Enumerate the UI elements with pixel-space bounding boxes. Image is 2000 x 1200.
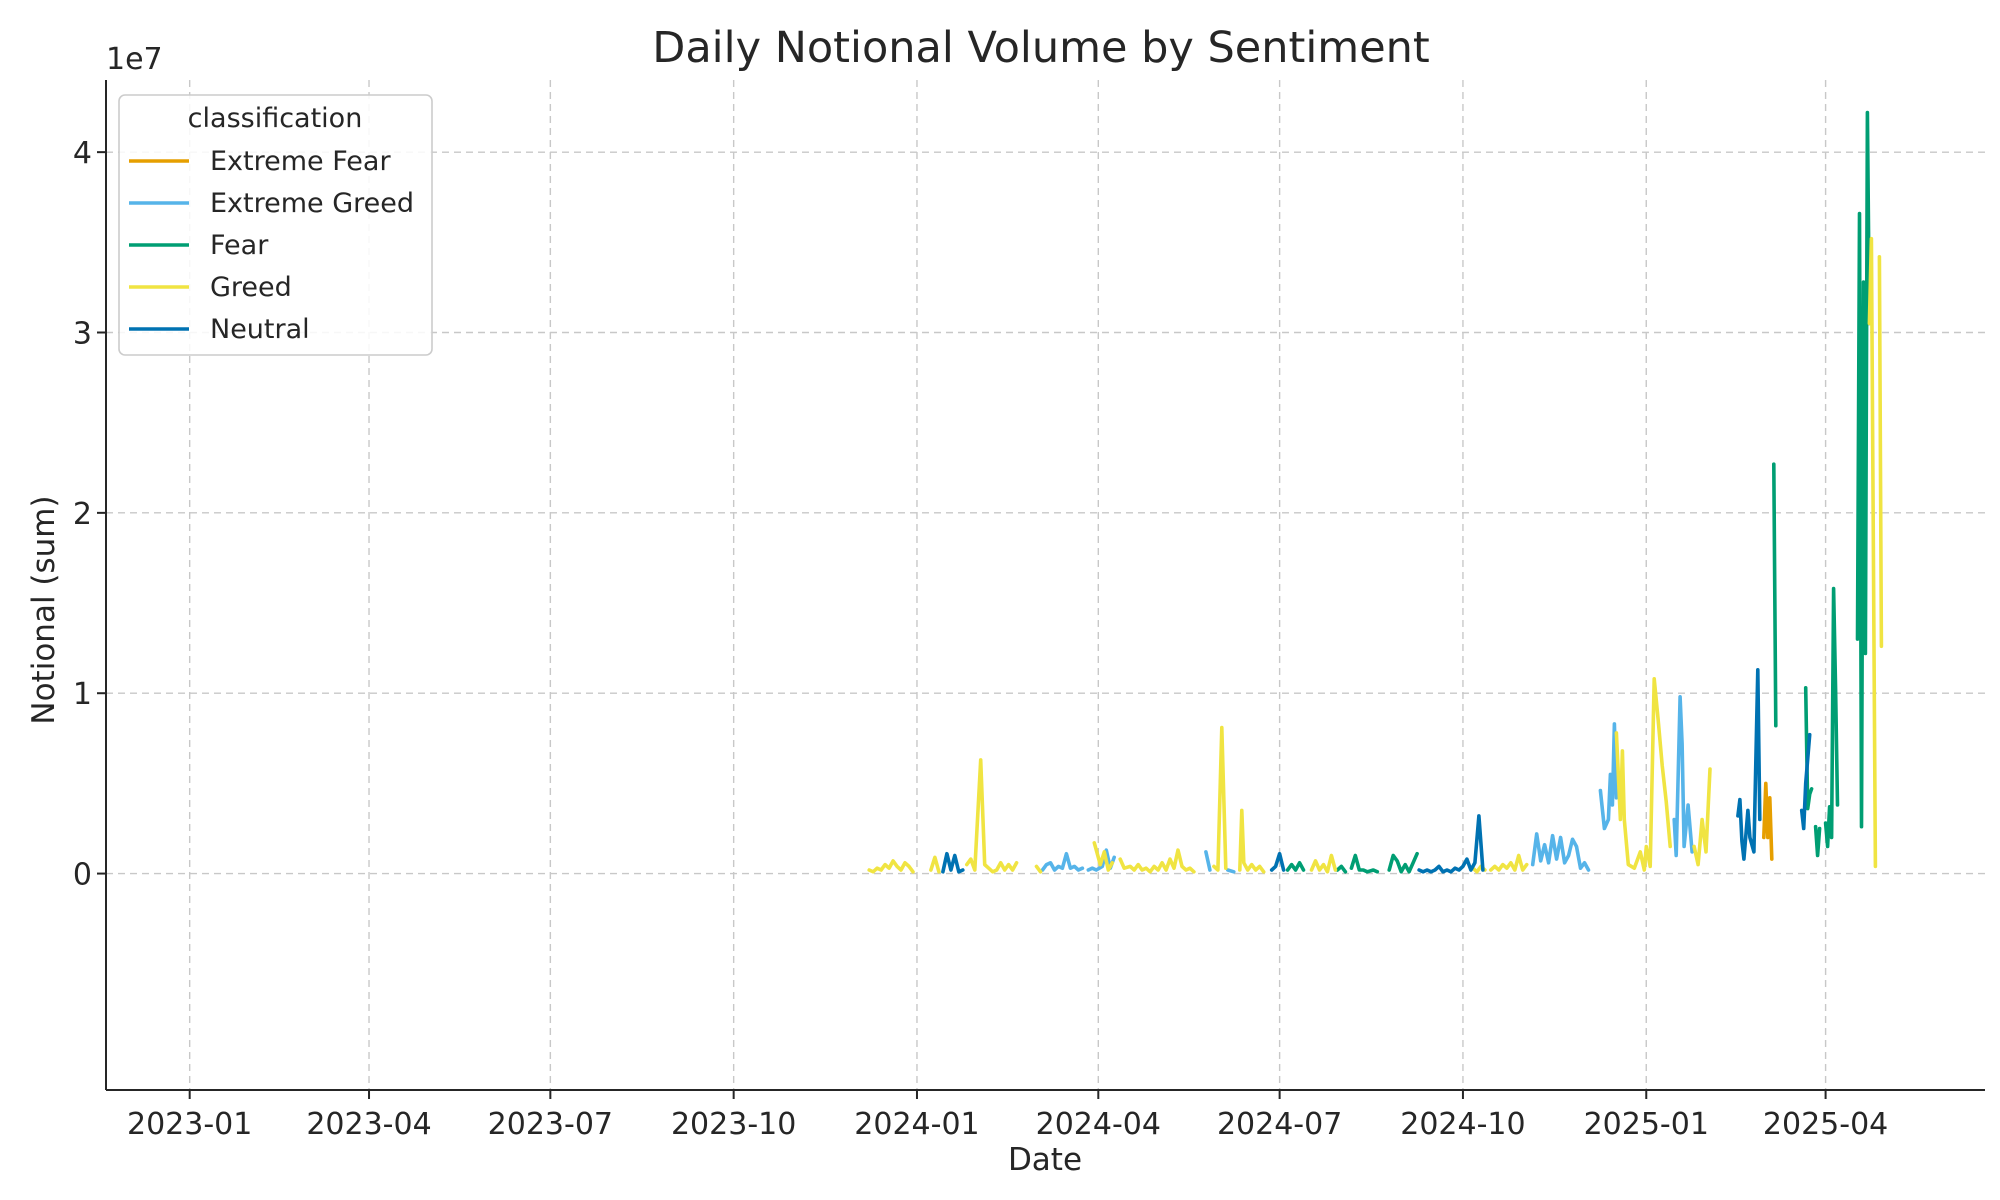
series-extreme-greed [1040,694,1694,874]
legend-title: classification [188,103,363,134]
series-line-fear [1813,824,1822,858]
series-line-greed [1212,725,1228,872]
series-line-extreme-greed [1672,694,1694,858]
y-axis-ticks: 0 1 2 3 4 [73,136,106,893]
y-tick-label: 0 [73,858,92,893]
series-line-neutral [1269,851,1286,872]
series-neutral [941,667,1812,874]
series-line-fear [1387,851,1419,874]
series-line-fear [1335,864,1348,874]
series-line-fear [1349,853,1380,874]
series-line-greed [1118,848,1196,874]
series-line-greed [1692,767,1712,867]
x-axis-ticks: 2023-01 2023-04 2023-07 2023-10 2024-01 2024-… [127,1090,1888,1142]
y-axis-label: Notional (sum) [26,495,62,724]
series-fear [1285,110,1872,874]
series-line-fear [1855,110,1872,829]
series-line-neutral [1417,814,1485,874]
series-line-fear [1803,685,1814,811]
series-line-extreme-greed [1204,850,1212,872]
x-tick-label: 2024-07 [1217,1107,1342,1142]
y-offset-label: 1e7 [106,42,163,77]
y-tick-label: 3 [73,317,92,352]
series-line-greed [1309,853,1338,874]
series-line-greed [1489,853,1529,872]
x-tick-label: 2023-10 [671,1107,796,1142]
series-line-greed [867,859,915,874]
series-line-greed [1238,808,1266,874]
legend-entries: Extreme Fear Extreme Greed Fear Greed Neutra… [129,146,414,345]
x-tick-label: 2025-04 [1763,1107,1888,1142]
chart-title: Daily Notional Volume by Sentiment [652,23,1430,73]
series-line-greed [1614,676,1672,872]
series-greed [867,236,1884,874]
legend-label-extreme-fear: Extreme Fear [210,146,391,177]
series-line-neutral [941,851,965,874]
legend-label-neutral: Neutral [210,314,310,345]
series-line-greed [1034,864,1043,874]
series-line-fear [1772,462,1778,728]
series-lines [867,110,1884,874]
series-line-fear [1823,586,1840,849]
legend-frame [118,94,433,356]
series-line-greed [1877,254,1884,649]
axes [105,80,1985,1091]
x-tick-label: 2024-10 [1400,1107,1525,1142]
y-tick-label: 2 [73,497,92,532]
series-line-neutral [1736,667,1762,861]
series-line-greed [929,855,941,874]
series-line-greed [964,758,1019,874]
x-tick-label: 2023-04 [306,1107,431,1142]
y-tick-label: 1 [73,677,92,712]
series-line-greed [1867,236,1878,869]
legend-label-greed: Greed [210,272,292,303]
series-extreme-fear [1762,781,1774,861]
series-line-greed [1092,841,1115,872]
series-line-fear [1285,860,1306,872]
legend-label-fear: Fear [210,230,269,261]
series-line-extreme-greed [1530,832,1591,872]
series-line-extreme-greed [1598,722,1619,831]
series-line-extreme-greed [1226,868,1236,874]
x-tick-label: 2023-01 [127,1107,252,1142]
series-line-extreme-fear [1762,781,1774,861]
legend-label-extreme-greed: Extreme Greed [210,188,414,219]
x-axis-label: Date [1008,1142,1082,1178]
x-tick-label: 2024-01 [854,1107,979,1142]
y-tick-label: 4 [73,136,92,171]
series-line-neutral [1799,732,1812,831]
x-tick-label: 2024-04 [1036,1107,1161,1142]
x-tick-label: 2023-07 [488,1107,613,1142]
x-tick-label: 2025-01 [1584,1107,1709,1142]
series-line-extreme-greed [1040,851,1085,872]
legend: classification Extreme Fear Extreme Greed… [118,94,433,356]
